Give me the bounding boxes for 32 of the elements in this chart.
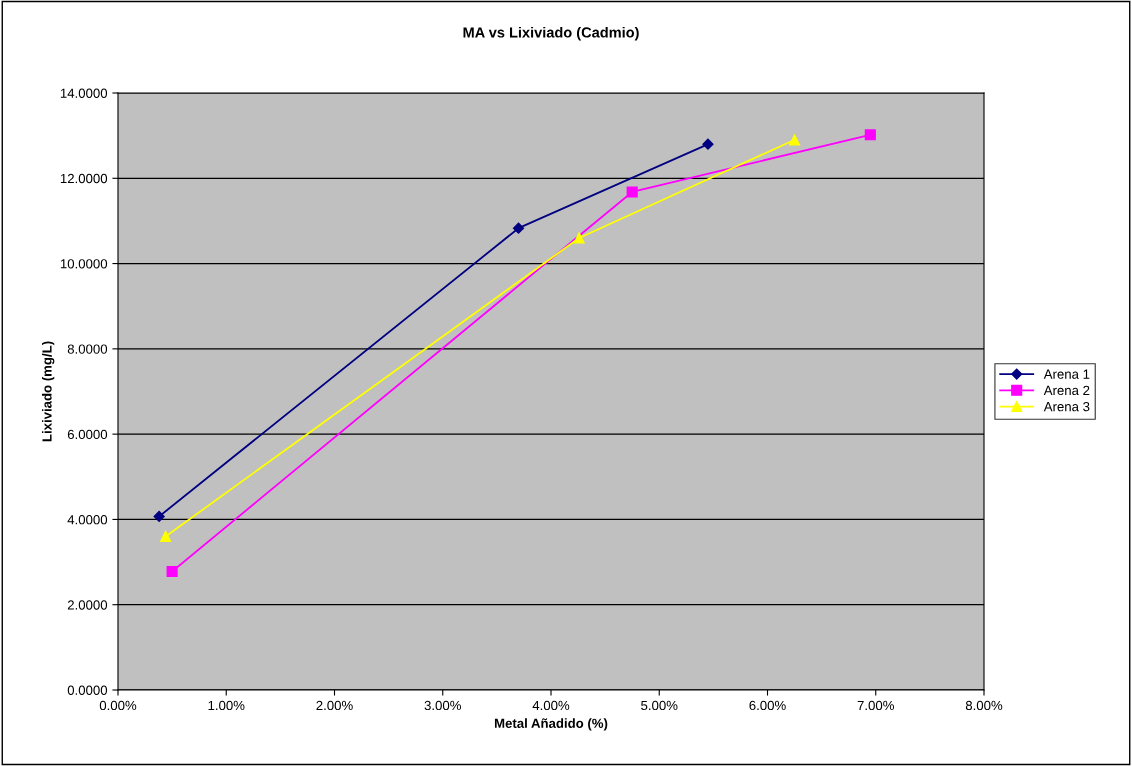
legend-label: Arena 2 bbox=[1043, 385, 1090, 396]
x-tick-label: 6.00% bbox=[749, 700, 786, 711]
y-tick-label: 14.0000 bbox=[60, 88, 108, 98]
x-tick-label: 4.00% bbox=[532, 700, 570, 711]
point bbox=[166, 565, 178, 578]
chart-title: MA vs Lixiviado (Cadmio) bbox=[463, 26, 639, 41]
point bbox=[512, 222, 525, 234]
point bbox=[153, 510, 165, 523]
x-tick-label: 0.00% bbox=[99, 700, 137, 711]
point bbox=[789, 134, 801, 146]
y-tick-label: 0.0000 bbox=[67, 685, 108, 695]
x-axis-title: Metal Añadido (%) bbox=[494, 718, 608, 731]
y-tick-label: 12.0000 bbox=[60, 173, 108, 184]
y-tick-label: 10.0000 bbox=[60, 259, 108, 269]
x-tick-label: 8.00% bbox=[965, 700, 1003, 711]
y-tick-label: 8.0000 bbox=[67, 344, 108, 354]
point bbox=[626, 186, 638, 198]
y-tick-label: 4.0000 bbox=[67, 515, 108, 525]
point bbox=[573, 232, 585, 244]
point bbox=[864, 129, 876, 141]
legend-label: Arena 1 bbox=[1043, 369, 1090, 379]
legend-label: Arena 3 bbox=[1043, 401, 1090, 412]
point bbox=[702, 138, 714, 150]
x-tick-label: 1.00% bbox=[208, 700, 245, 711]
x-tick-label: 3.00% bbox=[424, 700, 461, 711]
x-tick-label: 2.00% bbox=[316, 700, 353, 711]
y-tick-label: 2.0000 bbox=[67, 600, 108, 610]
y-tick-label: 6.0000 bbox=[67, 429, 108, 440]
point bbox=[160, 530, 172, 543]
x-tick-label: 5.00% bbox=[641, 700, 678, 711]
y-axis-title: Lixiviado (mg/L) bbox=[41, 341, 55, 442]
x-tick-label: 7.00% bbox=[857, 700, 894, 711]
